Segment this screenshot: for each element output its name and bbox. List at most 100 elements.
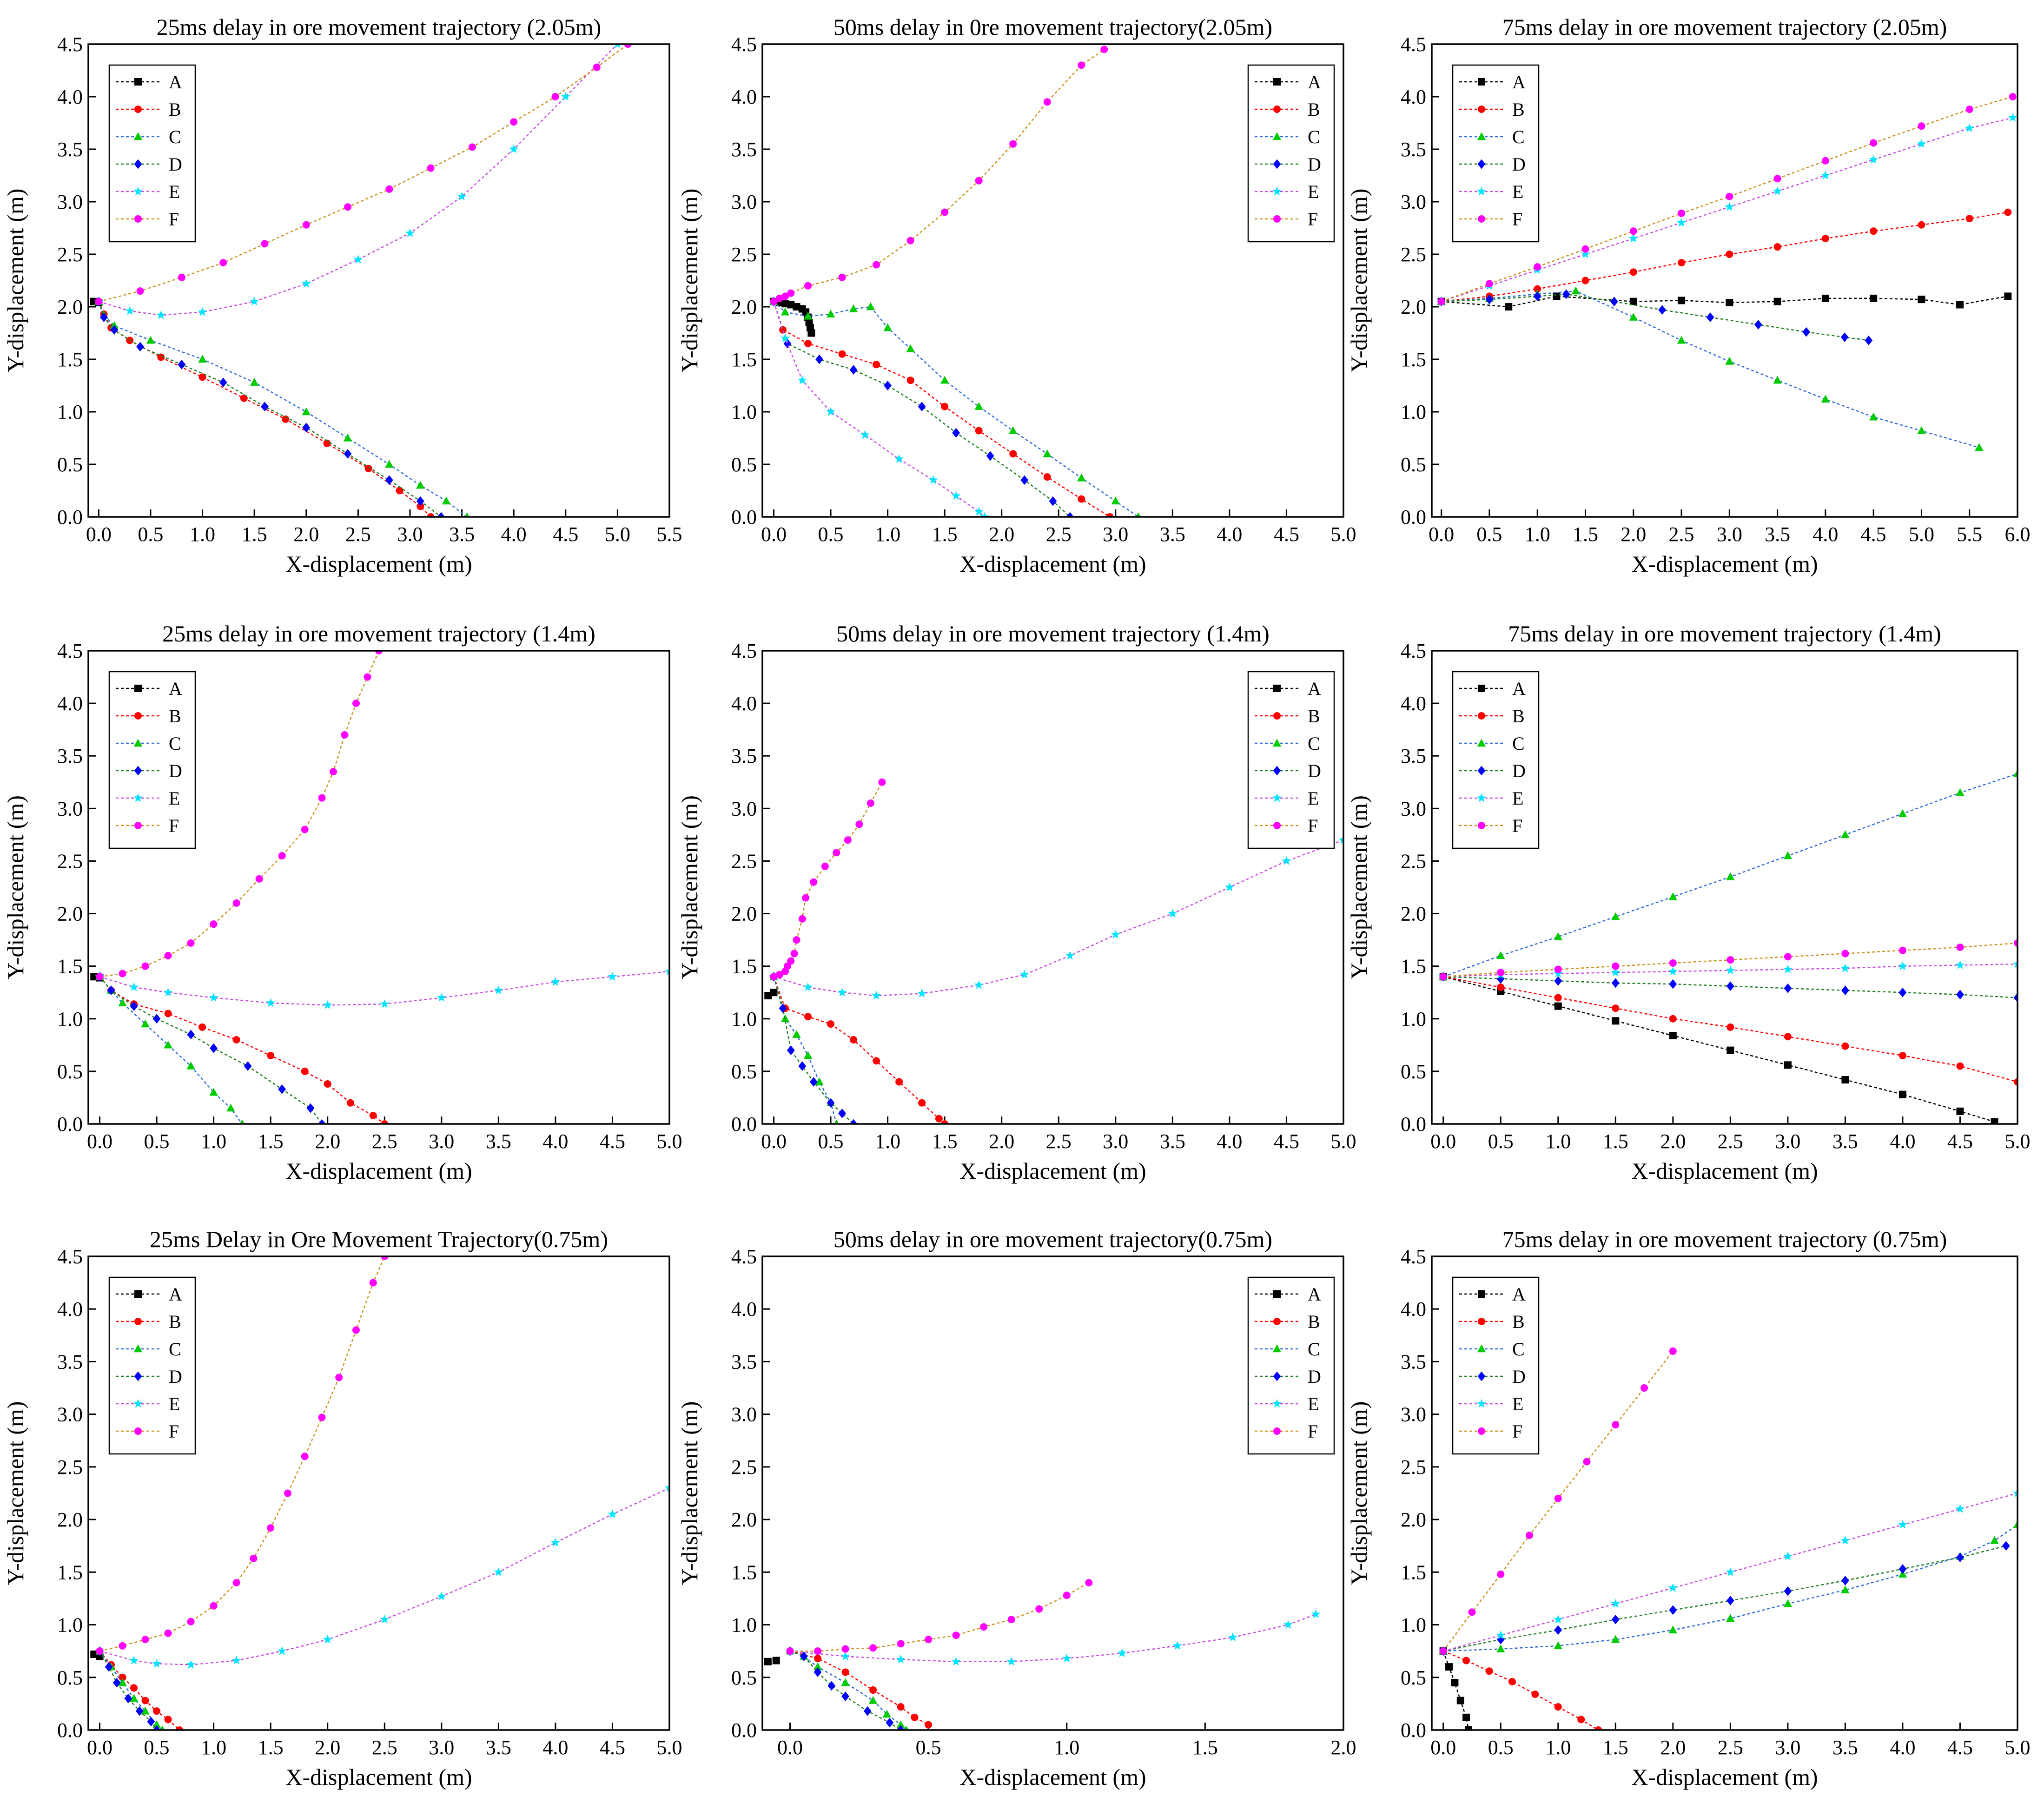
y-tick-label: 0.0 <box>731 1719 757 1742</box>
data-point-E <box>1783 964 1793 973</box>
data-point-B <box>873 1057 880 1065</box>
x-axis-title: X-displacement (m) <box>1631 551 1818 577</box>
data-point-D <box>1865 335 1873 345</box>
data-point-B <box>1594 1726 1602 1730</box>
data-point-D <box>1485 294 1494 304</box>
legend-marker-C <box>133 739 143 747</box>
x-tick-label: 5.0 <box>1331 523 1356 546</box>
legend-label-B: B <box>1512 706 1525 726</box>
y-tick-label: 4.5 <box>1401 1245 1426 1268</box>
data-point-E <box>615 44 621 48</box>
x-tick-label: 2.5 <box>1718 1736 1743 1759</box>
series-line-D <box>98 301 442 517</box>
y-tick-label: 2.5 <box>731 243 757 266</box>
chart-panel-6: 0.0 0.5 1.0 1.5 2.0 2.5 3.0 3.5 4.0 4.5 5.0 0.0 0.5 1… <box>1346 621 2031 1184</box>
x-tick-label: 5.0 <box>657 1736 682 1759</box>
data-point-E <box>665 1483 669 1492</box>
data-point-F <box>1035 1605 1043 1613</box>
data-point-F <box>141 962 149 970</box>
x-tick-label: 1.0 <box>201 1736 226 1759</box>
legend-label-A: A <box>1308 1284 1321 1305</box>
y-tick-label: 4.0 <box>57 1298 83 1321</box>
data-point-C <box>1821 395 1830 403</box>
x-tick-label: 5.0 <box>657 1130 682 1153</box>
data-point-D <box>1956 1552 1964 1563</box>
data-point-E <box>1111 930 1120 939</box>
data-point-D <box>1784 983 1792 993</box>
legend-label-D: D <box>169 154 182 175</box>
data-point-D <box>152 1725 161 1730</box>
x-tick-label: 0.5 <box>1476 523 1502 546</box>
legend-marker-B <box>1478 106 1485 113</box>
y-tick-label: 2.0 <box>1401 296 1426 318</box>
y-axis-title: Y-displacement (m) <box>676 189 702 373</box>
legend-label-D: D <box>169 760 182 781</box>
x-tick-label: 0.0 <box>761 523 787 546</box>
chart-panel-8: 0.0 0.5 1.0 1.5 2.0 0.0 0.5 1.0 1.5 2.0 2.5 3.0 3.5 4… <box>676 1226 1356 1790</box>
data-point-F <box>301 1453 309 1460</box>
x-tick-label: 1.0 <box>1054 1736 1079 1759</box>
data-point-E <box>1783 1552 1793 1560</box>
legend-box <box>1452 64 1540 243</box>
data-point-E <box>608 1509 617 1519</box>
data-point-D <box>841 1691 849 1701</box>
series-group <box>90 44 632 517</box>
data-point-A <box>90 973 98 981</box>
legend-label-C: C <box>1308 126 1320 147</box>
data-point-F <box>1669 959 1677 967</box>
legend-label-B: B <box>1512 99 1525 120</box>
x-tick-label: 2.5 <box>372 1736 397 1759</box>
data-point-D <box>884 381 892 390</box>
x-tick-label: 0.0 <box>1430 1736 1456 1759</box>
data-point-C <box>803 311 813 320</box>
data-point-E <box>1553 1614 1563 1624</box>
y-tick-label: 2.5 <box>57 243 83 266</box>
legend-marker-A <box>1273 78 1281 86</box>
legend-label-A: A <box>169 678 182 699</box>
data-point-D <box>261 402 269 412</box>
data-point-C <box>882 1710 892 1718</box>
y-tick-label: 3.0 <box>731 191 757 213</box>
data-point-F <box>232 899 240 907</box>
data-point-E <box>1965 123 1974 132</box>
data-point-A <box>1678 297 1686 304</box>
x-tick-label: 3.5 <box>486 1130 511 1153</box>
data-point-C <box>160 1725 165 1730</box>
legend-box <box>1247 1276 1335 1455</box>
data-point-F <box>844 836 852 844</box>
data-point-B <box>176 1726 184 1730</box>
data-point-F <box>1100 46 1108 53</box>
data-point-E <box>129 1656 139 1664</box>
data-point-D <box>827 1681 836 1691</box>
data-point-E <box>797 375 807 384</box>
y-tick-label: 4.5 <box>57 33 83 56</box>
y-tick-label: 3.0 <box>731 797 757 820</box>
data-point-E <box>1869 155 1879 164</box>
data-point-E <box>803 982 813 991</box>
y-tick-label: 0.5 <box>731 453 757 476</box>
y-tick-label: 2.0 <box>57 903 83 925</box>
data-point-C <box>1783 851 1793 859</box>
data-point-C <box>1975 443 1984 451</box>
x-tick-label: 5.0 <box>2005 1130 2031 1153</box>
legend-marker-D <box>134 766 142 776</box>
series-line-F <box>99 651 380 977</box>
y-tick-label: 3.0 <box>1401 191 1426 213</box>
data-point-F <box>187 1618 195 1625</box>
y-tick-label: 1.5 <box>731 1561 757 1584</box>
data-point-B <box>1078 495 1085 503</box>
data-point-C <box>868 1696 878 1704</box>
chart-panel-5: 0.0 0.5 1.0 1.5 2.0 2.5 3.0 3.5 4.0 4.5 5.0 0.0 0.5 1… <box>676 621 1356 1184</box>
legend-label-B: B <box>169 706 181 726</box>
y-axis-title: Y-displacement (m) <box>676 795 702 979</box>
data-point-F <box>219 259 227 267</box>
y-tick-label: 2.0 <box>1401 1508 1426 1531</box>
chart-panel-7: 0.0 0.5 1.0 1.5 2.0 2.5 3.0 3.5 4.0 4.5 5.0 0.0 0.5 1… <box>2 1226 682 1790</box>
data-point-B <box>1898 1051 1906 1059</box>
y-tick-label: 0.0 <box>57 506 83 528</box>
x-tick-label: 0.5 <box>144 1736 170 1759</box>
x-tick-label: 2.0 <box>293 523 319 546</box>
data-point-F <box>593 63 601 71</box>
data-point-F <box>1497 969 1505 977</box>
